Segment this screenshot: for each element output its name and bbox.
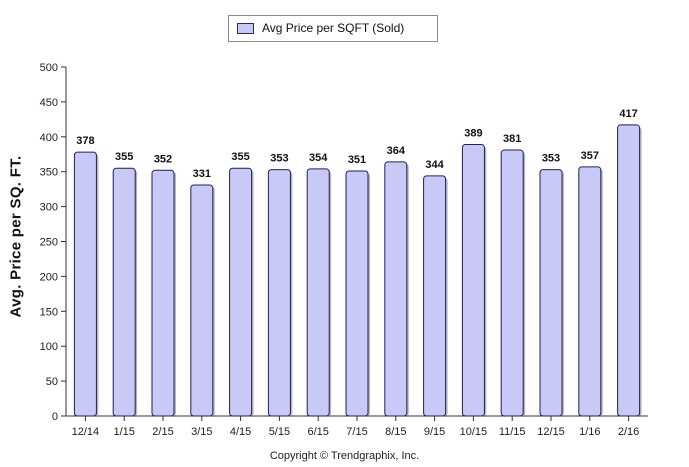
legend: Avg Price per SQFT (Sold): [228, 15, 438, 42]
x-tick-label: 5/15: [269, 426, 290, 438]
bar: [423, 175, 447, 417]
x-tick-label: 9/15: [424, 426, 445, 438]
bar-value-label: 417: [619, 108, 637, 120]
x-axis: 12/14 1/15 2/15 3/15 4/15 5/15 6/15 7/15 8/15 9/1…: [66, 415, 648, 438]
x-tick-label: 1/15: [113, 426, 134, 438]
bar-value-label: 354: [309, 152, 328, 164]
bar-value-label: 353: [542, 153, 560, 165]
copyright-text: Copyright © Trendgraphix, Inc.: [269, 450, 420, 462]
bar: [461, 143, 485, 417]
bar: [112, 167, 136, 417]
x-tick-label: 4/15: [230, 426, 251, 438]
x-tick-label: 6/15: [307, 426, 328, 438]
bar: [267, 169, 291, 417]
y-tick-label: 150: [40, 306, 58, 318]
y-tick-label: 50: [46, 376, 58, 388]
y-tick-label: 400: [40, 132, 58, 144]
bar: [617, 124, 641, 417]
bar-value-label: 357: [581, 150, 599, 162]
value-labels: 378 355 352 331 355 353 354 351 364 344 389 381 353 3…: [76, 108, 638, 180]
y-tick-label: 300: [40, 202, 58, 214]
bars: [73, 124, 642, 417]
bar: [500, 149, 524, 417]
bar-value-label: 364: [387, 145, 406, 157]
bar-value-label: 331: [193, 168, 211, 180]
x-tick-label: 12/15: [537, 426, 565, 438]
bar: [151, 169, 175, 417]
bar: [539, 169, 563, 417]
y-axis-title: Avg. Price per SQ. FT.: [7, 155, 25, 318]
bar-value-label: 378: [76, 135, 94, 147]
y-tick-label: 200: [40, 271, 58, 283]
bar-value-label: 355: [231, 151, 249, 163]
x-tick-label: 3/15: [191, 426, 212, 438]
bar-value-label: 353: [270, 153, 288, 165]
y-tick-label: 0: [52, 411, 58, 423]
bar-value-label: 389: [464, 127, 482, 139]
y-axis: 0 50 100 150 200 250 300 350 400 450 500: [40, 62, 67, 423]
legend-label: Avg Price per SQFT (Sold): [262, 21, 405, 35]
y-tick-label: 350: [40, 167, 58, 179]
x-tick-label: 11/15: [499, 426, 526, 438]
x-tick-label: 7/15: [346, 426, 367, 438]
bar: [384, 161, 408, 417]
x-tick-label: 1/16: [579, 426, 600, 438]
y-tick-label: 450: [40, 97, 58, 109]
bar: [229, 167, 253, 417]
bar: [73, 151, 97, 417]
bar-value-label: 381: [503, 133, 521, 145]
x-tick-label: 8/15: [385, 426, 406, 438]
y-tick-label: 500: [40, 62, 58, 74]
x-tick-label: 10/15: [460, 426, 488, 438]
y-tick-label: 250: [40, 237, 58, 249]
bar: [345, 170, 369, 417]
x-tick-label: 2/16: [618, 426, 639, 438]
bar-value-label: 352: [154, 153, 172, 165]
x-tick-label: 12/14: [72, 426, 100, 438]
bar: [190, 184, 214, 417]
bar-value-label: 351: [348, 154, 366, 166]
bar: [306, 168, 330, 417]
legend-swatch: [237, 23, 254, 34]
x-tick-label: 2/15: [152, 426, 173, 438]
bar: [578, 166, 602, 417]
bar-value-label: 355: [115, 151, 133, 163]
bar-value-label: 344: [425, 159, 444, 171]
y-tick-label: 100: [40, 341, 58, 353]
